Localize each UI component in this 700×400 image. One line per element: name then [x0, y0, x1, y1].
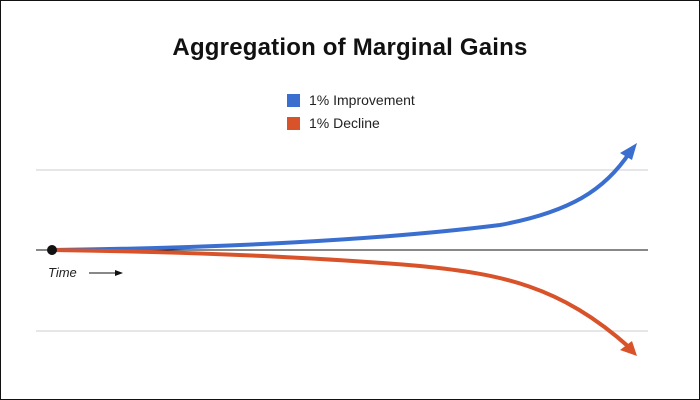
- origin-dot: [47, 245, 57, 255]
- arrowhead-improvement: [620, 143, 637, 160]
- legend-label-decline: 1% Decline: [309, 115, 380, 131]
- legend-label-improvement: 1% Improvement: [309, 92, 415, 108]
- chart-title: Aggregation of Marginal Gains: [172, 34, 528, 61]
- x-axis-label: Time: [48, 265, 77, 280]
- legend-swatch-decline: [287, 116, 300, 130]
- chart-legend: 1% Improvement 1% Decline: [287, 92, 415, 138]
- series-line-decline: [50, 248, 632, 350]
- series-line-improvement: [50, 150, 632, 252]
- legend-item-decline: 1% Decline: [287, 115, 415, 131]
- legend-swatch-improvement: [287, 93, 300, 107]
- arrowhead-decline: [620, 341, 637, 356]
- legend-item-improvement: 1% Improvement: [287, 92, 415, 108]
